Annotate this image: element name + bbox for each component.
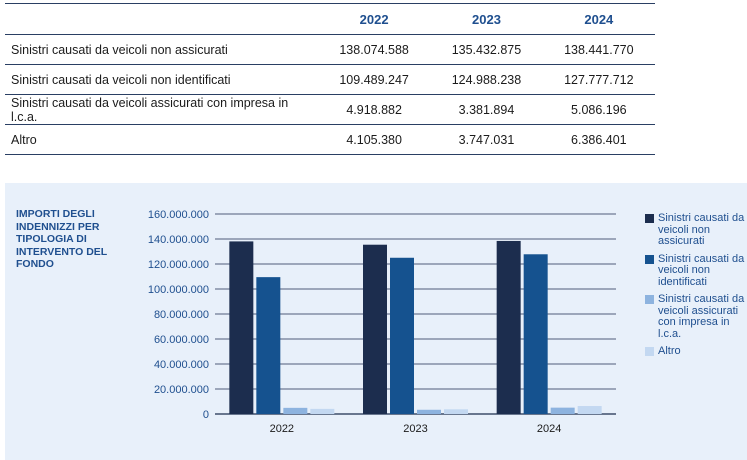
table-cell: 135.432.875: [430, 34, 543, 65]
table-header-cell: 2024: [542, 3, 655, 35]
table-row: Altro 4.105.380 3.747.031 6.386.401: [5, 124, 655, 155]
x-tick-label: 2023: [403, 423, 427, 435]
row-label: Sinistri causati da veicoli non identifi…: [5, 64, 318, 95]
table-row: Sinistri causati da veicoli assicurati c…: [5, 94, 655, 125]
legend-label: Sinistri causati da veicoli non assicura…: [658, 212, 745, 247]
bar: [363, 244, 387, 414]
bar-chart: 0 20.000.000 40.000.000 60.000.000 80.000.00…: [148, 209, 616, 435]
y-tick-label: 80.000.000: [154, 309, 209, 321]
bar: [577, 406, 602, 414]
row-label: Sinistri causati da veicoli non assicura…: [5, 34, 318, 65]
row-label: Altro: [5, 124, 318, 155]
y-tick-label: 0: [203, 409, 209, 421]
legend-swatch: [645, 295, 654, 304]
table-cell: 138.441.770: [542, 34, 655, 65]
y-tick-label: 120.000.000: [148, 259, 209, 271]
bar: [496, 240, 521, 414]
x-tick-label: 2024: [537, 423, 561, 435]
chart-title: IMPORTI DEGLI INDENNIZZI PER TIPOLOGIA D…: [16, 208, 108, 270]
table-header-row: 2022 2023 2024: [5, 3, 655, 35]
table-cell: 4.105.380: [317, 124, 431, 155]
table-cell: 3.381.894: [430, 94, 543, 125]
table-row: Sinistri causati da veicoli non assicura…: [5, 34, 655, 65]
bar: [523, 254, 548, 414]
bar: [256, 277, 281, 414]
bar: [310, 408, 335, 414]
y-tick-label: 140.000.000: [148, 234, 209, 246]
bar: [283, 407, 308, 414]
legend-item: Sinistri causati da veicoli assicurati c…: [645, 293, 747, 340]
row-label: Sinistri causati da veicoli assicurati c…: [5, 94, 318, 125]
legend-item: Altro: [645, 345, 747, 358]
legend-item: Sinistri causati da veicoli non assicura…: [645, 212, 747, 248]
chart-panel: IMPORTI DEGLI INDENNIZZI PER TIPOLOGIA D…: [5, 183, 747, 460]
table-cell: 127.777.712: [542, 64, 655, 95]
legend-label: Altro: [658, 345, 681, 357]
table-cell: 124.988.238: [430, 64, 543, 95]
table-cell: 6.386.401: [542, 124, 655, 155]
legend-item: Sinistri causati da veicoli non identifi…: [645, 252, 747, 289]
x-tick-label: 2022: [270, 423, 294, 435]
y-tick-label: 40.000.000: [154, 359, 209, 371]
bar: [417, 409, 441, 414]
bar: [229, 241, 254, 414]
legend-label: Sinistri causati da veicoli assicurati c…: [658, 293, 745, 340]
table-cell: 138.074.588: [317, 34, 431, 65]
bar: [550, 407, 575, 414]
table-header-cell: [5, 3, 318, 35]
table-cell: 3.747.031: [430, 124, 543, 155]
legend-swatch: [645, 214, 654, 223]
table-cell: 5.086.196: [542, 94, 655, 125]
table-row: Sinistri causati da veicoli non identifi…: [5, 64, 655, 95]
chart-legend: Sinistri causati da veicoli non assicura…: [645, 212, 747, 364]
legend-swatch: [645, 347, 654, 356]
y-tick-label: 60.000.000: [154, 334, 209, 346]
table-header-cell: 2023: [430, 3, 543, 35]
legend-swatch: [645, 254, 654, 264]
table-header-cell: 2022: [317, 3, 431, 35]
bar: [390, 257, 414, 414]
data-table: 2022 2023 2024 Sinistri causati da veico…: [5, 3, 655, 155]
table-cell: 109.489.247: [317, 64, 431, 95]
bar: [444, 409, 468, 414]
y-tick-label: 20.000.000: [154, 384, 209, 396]
y-tick-label: 160.000.000: [148, 209, 209, 221]
legend-label: Sinistri causati da veicoli non identifi…: [658, 252, 745, 288]
table-cell: 4.918.882: [317, 94, 431, 125]
y-tick-label: 100.000.000: [148, 284, 209, 296]
